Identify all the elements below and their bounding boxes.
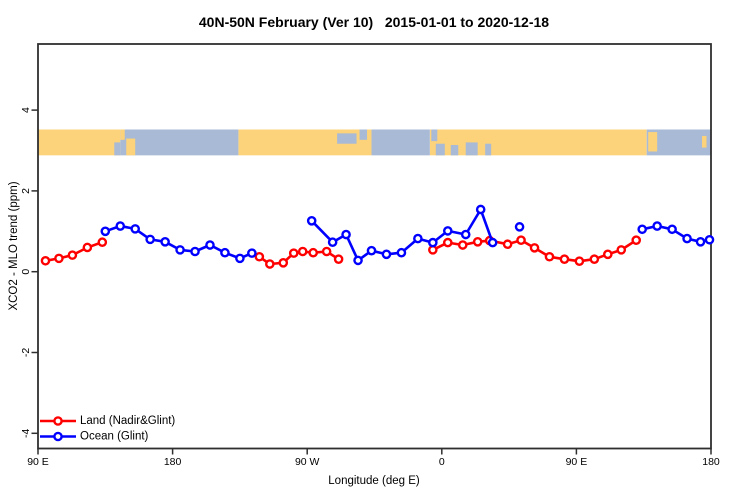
data-point-ocean [396,247,407,258]
map-band-ocean-patch [337,133,357,144]
data-point-ocean [460,229,471,240]
x-tick-label: 90 W [295,456,320,468]
map-band-ocean-patch [465,142,478,156]
map-band-land-segment [429,129,647,156]
map-band-ocean-segment [646,129,711,156]
data-point-ocean [695,237,706,247]
map-band-ocean-segment [120,129,239,156]
map-band-land-patch [120,129,125,140]
data-point-land [574,256,585,266]
data-point-land [589,254,600,264]
y-tick-label: -4 [20,428,32,437]
data-point-ocean [115,221,126,231]
legend-label-land: Land (Nadir&Glint) [80,415,175,427]
y-axis-title: XCO2 - MLO trend (ppm) [8,181,20,311]
data-point-ocean [327,237,338,248]
legend-marker-land [53,416,63,426]
data-point-ocean [190,246,200,257]
data-point-ocean [306,215,317,226]
data-point-ocean [220,247,230,258]
y-tick-label: 2 [20,188,32,194]
data-point-land [254,251,265,262]
data-point-ocean [428,237,438,248]
data-point-ocean [381,249,392,260]
x-tick-label: 180 [164,456,182,468]
data-point-land [308,247,318,258]
data-point-ocean [704,234,715,245]
data-point-land [333,254,344,264]
legend-marker-ocean [53,431,63,442]
data-point-ocean [366,245,377,256]
data-point-ocean [682,233,692,244]
data-point-ocean [637,224,648,235]
x-tick-label: 0 [439,456,445,468]
data-point-land [288,248,299,258]
data-point-ocean [514,222,525,232]
x-tick-label: 90 E [27,456,49,468]
data-point-ocean [100,226,111,237]
y-tick-label: 0 [20,269,32,275]
data-point-land [631,235,642,245]
data-point-ocean [175,245,185,255]
map-band-ocean-patch [359,129,368,140]
data-point-ocean [235,253,245,264]
data-point-land [297,246,308,257]
data-point-land [54,253,64,264]
data-point-land [442,237,453,248]
data-point-ocean [353,255,363,266]
data-point-ocean [160,237,170,247]
map-band-ocean-patch [435,143,445,156]
map-band-ocean-segment [371,129,430,156]
map-band-ocean-patch [431,129,438,142]
data-point-ocean [145,234,155,245]
data-point-ocean [341,229,351,240]
data-point-ocean [247,248,257,258]
data-point-ocean [442,226,453,236]
data-point-ocean [652,221,662,231]
data-point-land [603,249,613,260]
data-point-land [559,254,570,264]
map-band-ocean-patch [450,145,459,156]
x-tick-label: 180 [702,456,720,468]
chart-title: 40N-50N February (Ver 10) 2015-01-01 to … [198,14,550,30]
data-point-ocean [205,240,215,250]
data-point-land [321,246,332,257]
data-point-land [544,251,555,262]
data-point-land [457,240,468,250]
data-point-land [529,243,540,253]
data-point-land [82,242,93,253]
data-point-ocean [413,233,423,244]
x-axis-title: Longitude (deg E) [328,475,420,487]
data-point-land [472,237,483,247]
plot-frame [37,43,712,450]
y-tick-label: -2 [20,348,32,357]
data-point-ocean [667,224,677,235]
data-point-land [502,239,513,250]
map-band-land-segment [38,129,121,156]
x-tick-label: 90 E [566,456,588,468]
map-band-land-patch [702,135,707,148]
data-point-land [67,250,78,260]
data-point-land [278,258,289,268]
data-point-ocean [487,237,498,248]
data-point-land [97,237,108,248]
data-point-ocean [475,204,486,215]
y-tick-label: 4 [20,107,32,113]
data-point-land [40,255,51,266]
legend-label-ocean: Ocean (Glint) [80,431,149,443]
data-point-ocean [130,224,141,234]
map-band-ocean-patch [485,143,492,156]
data-point-land [616,245,627,255]
map-band-ocean-patch [114,142,121,156]
data-point-land [265,259,275,269]
data-point-land [516,235,526,245]
map-band-land-patch [126,138,136,156]
map-band-land-patch [648,132,658,152]
